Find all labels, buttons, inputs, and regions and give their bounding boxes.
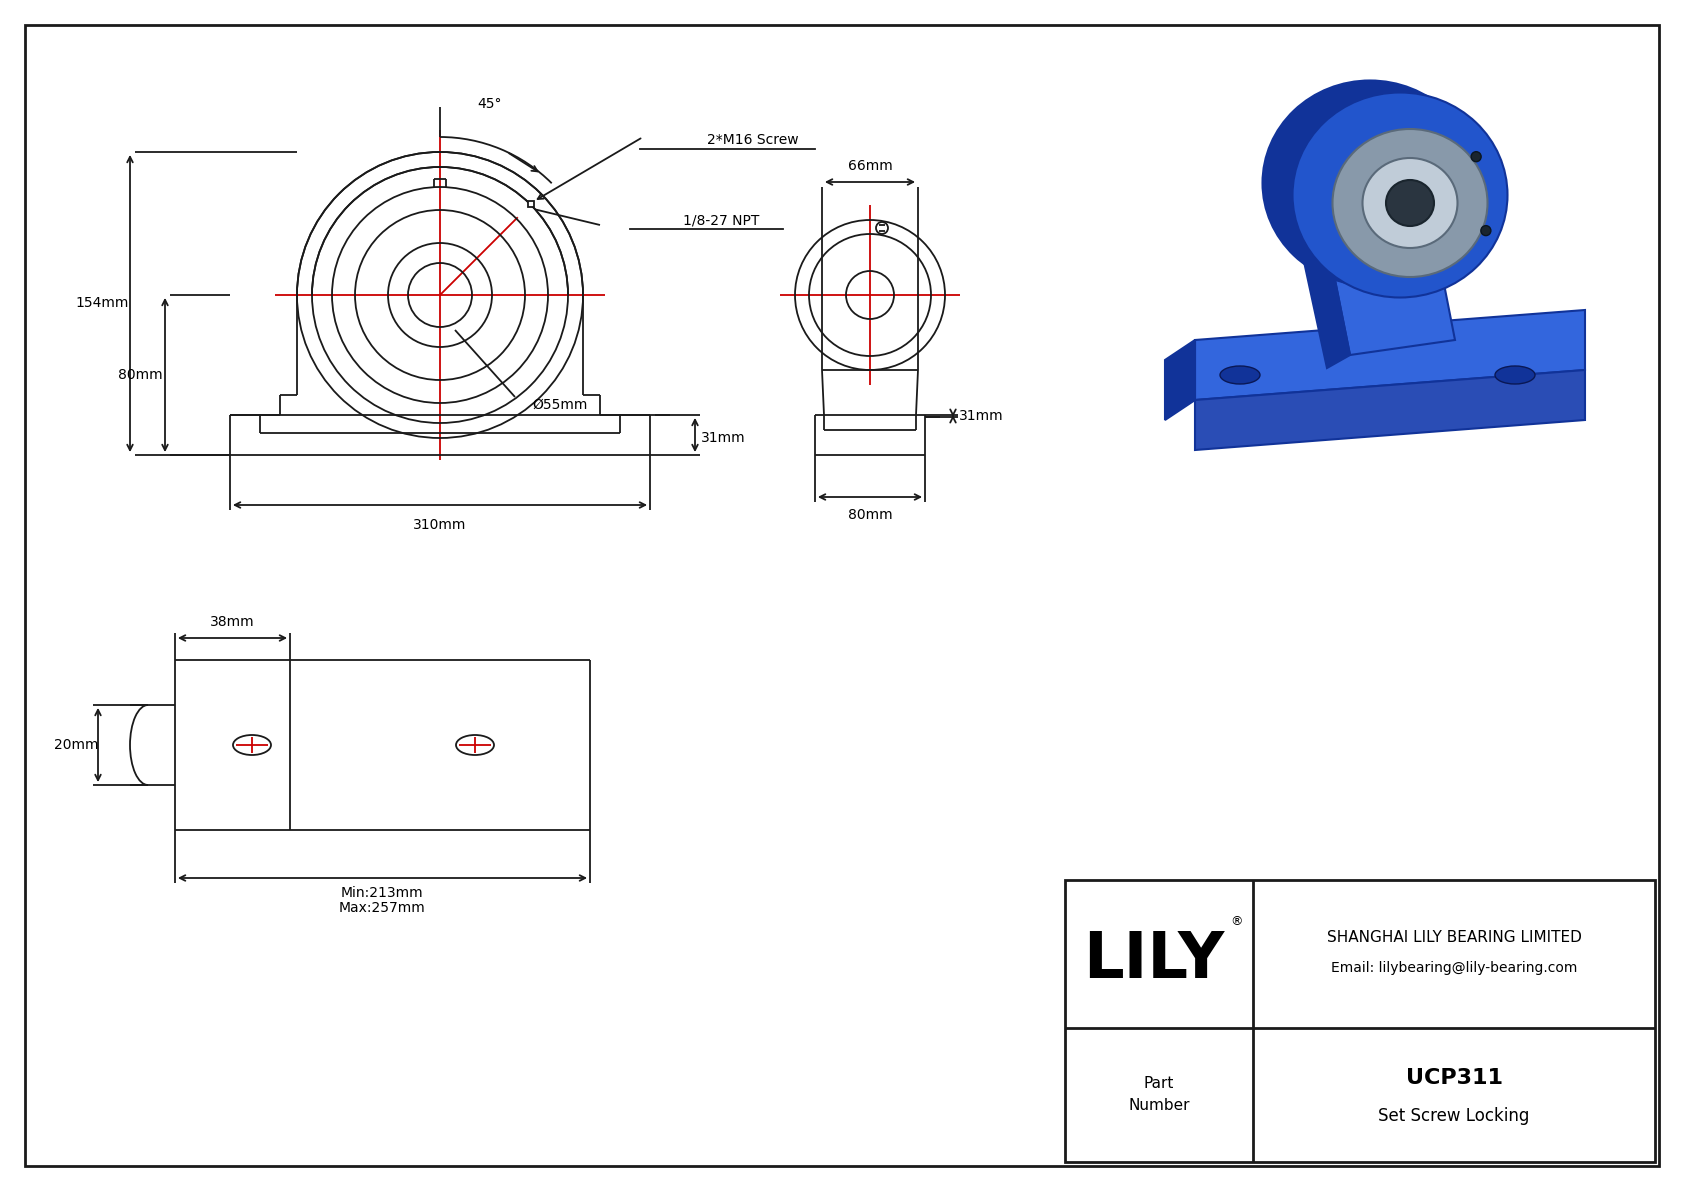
Bar [1064, 880, 1655, 1162]
Polygon shape [1165, 339, 1196, 420]
Bar [527, 201, 534, 207]
Text: 1/8-27 NPT: 1/8-27 NPT [684, 213, 759, 227]
Text: LILY: LILY [1083, 929, 1224, 991]
Text: Min:213mm: Min:213mm [340, 886, 423, 900]
Ellipse shape [1219, 366, 1260, 384]
Text: 80mm: 80mm [847, 509, 893, 522]
Text: Set Screw Locking: Set Screw Locking [1378, 1106, 1529, 1125]
Text: Email: lilybearing@lily-bearing.com: Email: lilybearing@lily-bearing.com [1330, 961, 1578, 975]
Text: 310mm: 310mm [413, 518, 466, 532]
Text: UCP311: UCP311 [1406, 1068, 1502, 1089]
Circle shape [1472, 151, 1482, 162]
Text: 31mm: 31mm [958, 409, 1004, 423]
Ellipse shape [1495, 366, 1536, 384]
Polygon shape [1300, 230, 1351, 368]
Text: Max:257mm: Max:257mm [338, 902, 426, 915]
Polygon shape [1196, 310, 1585, 400]
Text: 38mm: 38mm [210, 615, 254, 629]
Ellipse shape [1263, 81, 1477, 286]
Text: 154mm: 154mm [76, 297, 128, 310]
Text: 20mm: 20mm [54, 738, 98, 752]
Text: SHANGHAI LILY BEARING LIMITED: SHANGHAI LILY BEARING LIMITED [1327, 930, 1581, 946]
Text: 80mm: 80mm [118, 368, 162, 382]
Text: 45°: 45° [478, 96, 502, 111]
Text: 66mm: 66mm [847, 160, 893, 173]
Ellipse shape [1293, 93, 1507, 298]
Polygon shape [1325, 213, 1455, 355]
Circle shape [1480, 225, 1490, 236]
Ellipse shape [1332, 129, 1487, 278]
Ellipse shape [1386, 180, 1435, 226]
Text: 2*M16 Screw: 2*M16 Screw [707, 133, 798, 146]
Text: Number: Number [1128, 1098, 1191, 1114]
Text: 31mm: 31mm [701, 431, 746, 445]
Text: Ø55mm: Ø55mm [532, 398, 588, 412]
Text: ®: ® [1231, 916, 1243, 929]
Ellipse shape [1362, 158, 1457, 248]
Polygon shape [1196, 370, 1585, 450]
Text: Part: Part [1143, 1075, 1174, 1091]
